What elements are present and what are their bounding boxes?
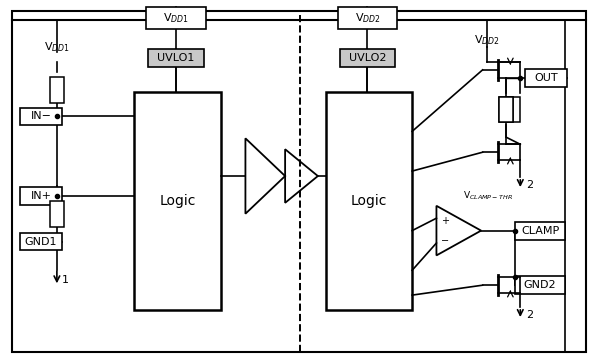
Bar xyxy=(20,187,62,205)
Bar xyxy=(340,49,395,67)
Bar xyxy=(525,69,567,87)
Text: V$_{DD1}$: V$_{DD1}$ xyxy=(44,40,70,54)
Text: −: − xyxy=(442,235,449,245)
Text: GND1: GND1 xyxy=(25,236,57,247)
Text: V$_{DD2}$: V$_{DD2}$ xyxy=(355,11,380,25)
Text: +: + xyxy=(442,216,449,226)
Bar xyxy=(50,77,64,103)
Bar xyxy=(506,97,520,122)
Bar xyxy=(20,232,62,251)
Text: V$_{DD1}$: V$_{DD1}$ xyxy=(163,11,189,25)
Text: GND2: GND2 xyxy=(524,280,556,290)
Text: UVLO2: UVLO2 xyxy=(349,53,386,63)
Bar xyxy=(515,276,565,294)
Bar xyxy=(134,92,221,310)
Text: UVLO1: UVLO1 xyxy=(157,53,194,63)
Text: 2: 2 xyxy=(526,310,533,320)
Bar xyxy=(146,7,206,29)
Bar xyxy=(50,201,64,227)
Text: 2: 2 xyxy=(526,180,533,190)
Text: V$_{CLAMP-THR}$: V$_{CLAMP-THR}$ xyxy=(463,189,513,202)
Text: IN+: IN+ xyxy=(31,191,52,201)
Bar xyxy=(499,97,514,122)
Bar xyxy=(326,92,412,310)
Text: OUT: OUT xyxy=(534,73,558,83)
Bar xyxy=(338,7,397,29)
Bar xyxy=(148,49,204,67)
Text: V$_{DD2}$: V$_{DD2}$ xyxy=(473,33,499,47)
Bar xyxy=(499,97,514,122)
Text: 1: 1 xyxy=(62,275,69,285)
Text: Logic: Logic xyxy=(351,194,387,208)
Bar xyxy=(20,108,62,125)
Text: Logic: Logic xyxy=(159,194,196,208)
Text: CLAMP: CLAMP xyxy=(521,226,559,236)
Text: IN−: IN− xyxy=(31,112,52,122)
Bar xyxy=(515,222,565,240)
